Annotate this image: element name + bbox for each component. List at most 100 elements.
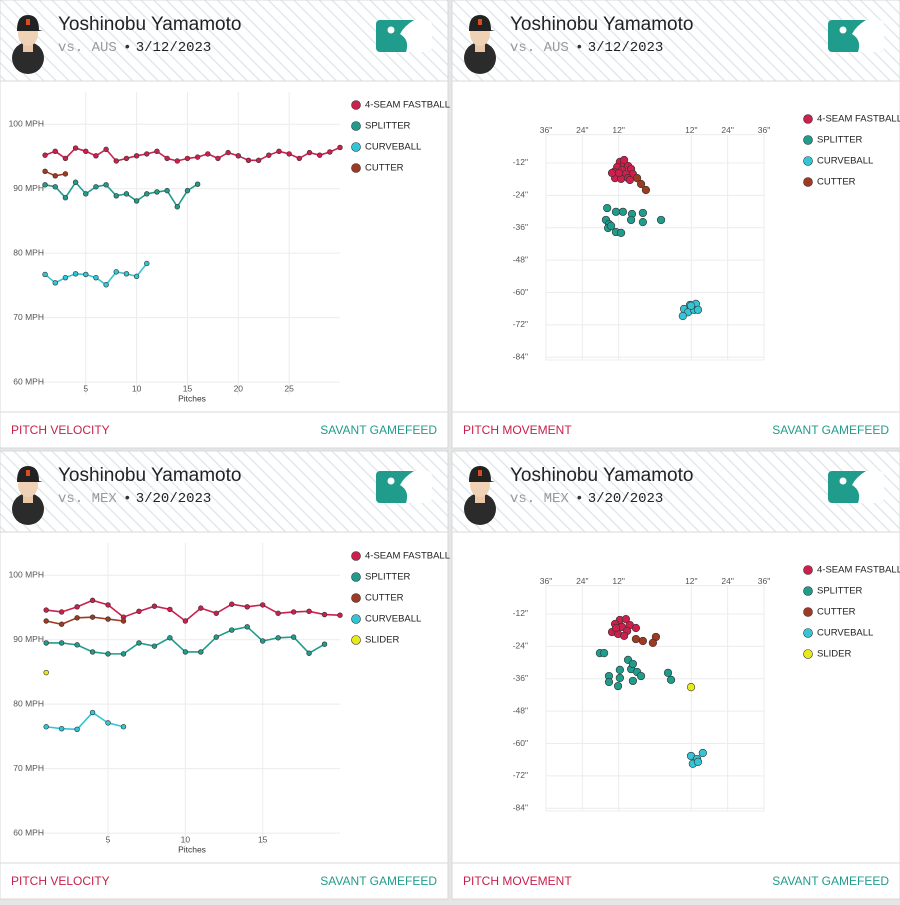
y-tick-label: -60" xyxy=(513,738,528,748)
y-tick-label: -36" xyxy=(513,673,528,683)
legend-swatch xyxy=(351,121,361,131)
movement-point xyxy=(603,203,612,213)
legend-swatch xyxy=(351,100,361,110)
velocity-point xyxy=(72,145,79,151)
movement-point xyxy=(686,683,696,692)
avatar-shoulders xyxy=(464,493,496,525)
pitcher-name: Yoshinobu Yamamoto xyxy=(58,14,241,35)
velocity-point xyxy=(225,149,231,156)
movement-point xyxy=(698,748,707,758)
movement-point xyxy=(656,215,666,225)
velocity-point xyxy=(154,148,160,155)
footer-link: SAVANT GAMEFEED xyxy=(772,874,889,888)
movement-point xyxy=(600,649,609,658)
movement-point xyxy=(620,631,629,640)
velocity-point xyxy=(213,634,219,640)
velocity-point xyxy=(43,607,49,613)
velocity-point xyxy=(74,615,80,621)
panel: Yoshinobu Yamamoto vs. AUS • 3/12/2023 PITCH… xyxy=(451,0,900,449)
velocity-point xyxy=(113,158,119,164)
x-tick-label: 5 xyxy=(106,834,111,844)
footer-tab: PITCH VELOCITY xyxy=(11,874,110,888)
game-info: vs. AUS • 3/12/2023 xyxy=(58,38,211,56)
avatar-cap-logo xyxy=(26,19,30,25)
x-tick-label: 24" xyxy=(721,576,733,586)
velocity-point xyxy=(198,649,204,655)
movement-point xyxy=(666,675,676,684)
velocity-point xyxy=(89,614,96,620)
x-tick-label: 12" xyxy=(685,576,697,586)
opponent: vs. MEX xyxy=(510,491,569,507)
pitcher-name: Yoshinobu Yamamoto xyxy=(510,14,693,35)
legend-label: CURVEBALL xyxy=(365,142,421,153)
logo-ball xyxy=(839,477,847,485)
velocity-point xyxy=(89,709,96,716)
velocity-point xyxy=(144,191,150,197)
avatar-shoulders xyxy=(464,42,496,74)
legend-swatch xyxy=(803,607,813,617)
footer-link: SAVANT GAMEFEED xyxy=(772,423,889,437)
velocity-point xyxy=(194,181,201,187)
velocity-point xyxy=(296,155,303,162)
legend-swatch xyxy=(803,649,813,659)
velocity-point xyxy=(275,635,281,641)
y-tick-label: 90 MPH xyxy=(13,183,44,193)
y-tick-label: -84" xyxy=(513,803,528,813)
velocity-point xyxy=(58,640,65,646)
velocity-point xyxy=(286,151,292,157)
velocity-point xyxy=(259,602,266,608)
legend-swatch xyxy=(351,614,361,624)
panel: Yoshinobu Yamamoto vs. MEX • 3/20/2023 PITCH… xyxy=(451,450,900,900)
velocity-point xyxy=(182,649,189,655)
footer-tab: PITCH MOVEMENT xyxy=(463,874,572,888)
separator: • xyxy=(125,38,130,54)
velocity-point xyxy=(74,726,80,733)
x-tick-label: 20 xyxy=(234,383,244,393)
movement-point xyxy=(611,623,621,633)
velocity-point xyxy=(245,157,252,164)
legend-label: SLIDER xyxy=(365,635,399,646)
velocity-point xyxy=(83,271,89,278)
velocity-point xyxy=(58,621,65,627)
velocity-point xyxy=(105,720,111,726)
velocity-point xyxy=(58,609,65,615)
panel: Yoshinobu Yamamoto vs. MEX • 3/20/2023 PITCH… xyxy=(0,450,450,900)
footer-link: SAVANT GAMEFEED xyxy=(320,874,437,888)
legend-label: CURVEBALL xyxy=(817,628,873,639)
movement-point xyxy=(648,638,657,647)
velocity-point xyxy=(43,640,49,646)
mlb-logo xyxy=(828,20,884,52)
y-tick-label: -48" xyxy=(513,705,528,715)
velocity-point xyxy=(42,168,48,174)
velocity-point xyxy=(229,627,235,633)
legend-label: CUTTER xyxy=(365,163,404,174)
velocity-point xyxy=(123,155,130,162)
footer-link: SAVANT GAMEFEED xyxy=(320,423,437,437)
header-background xyxy=(452,0,900,81)
x-tick-label: 12" xyxy=(685,125,697,135)
velocity-point xyxy=(52,184,58,190)
movement-point xyxy=(693,305,703,314)
opponent: vs. AUS xyxy=(510,40,569,56)
avatar-cap-logo xyxy=(478,470,482,476)
movement-point xyxy=(631,634,641,644)
velocity-point xyxy=(316,152,323,158)
velocity-point xyxy=(184,155,191,162)
x-tick-label: 36" xyxy=(758,576,770,586)
mlb-logo xyxy=(828,471,884,503)
velocity-point xyxy=(103,182,109,188)
player-avatar xyxy=(12,15,44,74)
avatar-neck xyxy=(23,493,33,503)
x-tick-label: 36" xyxy=(540,576,552,586)
velocity-point xyxy=(164,187,170,194)
legend-swatch xyxy=(351,572,361,582)
legend-swatch xyxy=(803,156,813,166)
velocity-point xyxy=(184,187,191,194)
velocity-point xyxy=(244,624,250,630)
velocity-point xyxy=(89,649,96,655)
velocity-point xyxy=(105,616,111,622)
velocity-point xyxy=(62,171,69,177)
y-tick-label: -60" xyxy=(513,287,528,297)
velocity-point xyxy=(133,153,140,159)
